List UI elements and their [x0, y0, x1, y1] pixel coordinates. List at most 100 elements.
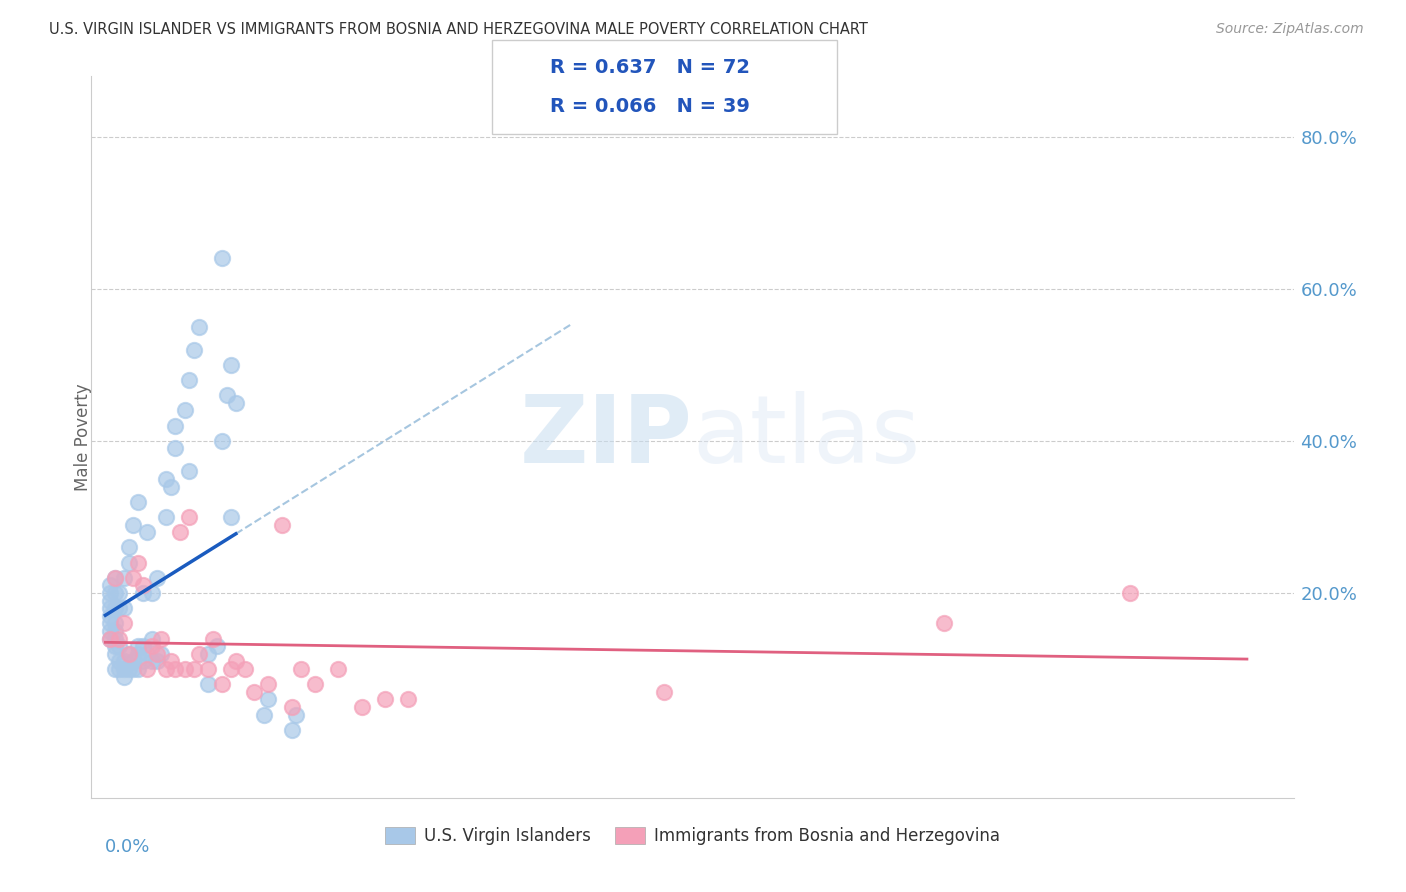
- Point: [169, 525, 191, 540]
- Point: [197, 662, 219, 676]
- Point: [98, 578, 121, 592]
- Point: [127, 639, 149, 653]
- Point: [98, 593, 121, 607]
- Point: [108, 586, 131, 600]
- Point: [104, 571, 127, 585]
- Point: [112, 655, 135, 669]
- Point: [108, 662, 131, 676]
- Point: [150, 647, 173, 661]
- Point: [118, 541, 141, 555]
- Point: [136, 662, 159, 676]
- Point: [183, 343, 205, 357]
- Point: [131, 639, 153, 653]
- Point: [290, 662, 312, 676]
- Point: [159, 479, 181, 493]
- Point: [159, 655, 181, 669]
- Text: atlas: atlas: [692, 391, 921, 483]
- Point: [211, 252, 233, 266]
- Point: [179, 464, 201, 478]
- Point: [118, 556, 141, 570]
- Point: [205, 639, 228, 653]
- Point: [165, 662, 187, 676]
- Point: [350, 700, 373, 714]
- Point: [155, 472, 177, 486]
- Point: [225, 655, 247, 669]
- Point: [281, 700, 304, 714]
- Point: [145, 571, 167, 585]
- Point: [112, 616, 135, 631]
- Text: Source: ZipAtlas.com: Source: ZipAtlas.com: [1216, 22, 1364, 37]
- Point: [104, 571, 127, 585]
- Point: [131, 578, 153, 592]
- Point: [150, 632, 173, 646]
- Point: [112, 662, 135, 676]
- Point: [141, 639, 163, 653]
- Point: [127, 556, 149, 570]
- Point: [141, 632, 163, 646]
- Point: [253, 707, 276, 722]
- Point: [155, 510, 177, 524]
- Point: [201, 632, 224, 646]
- Point: [98, 601, 121, 615]
- Text: R = 0.066   N = 39: R = 0.066 N = 39: [550, 97, 749, 116]
- Point: [155, 662, 177, 676]
- Point: [104, 632, 127, 646]
- Point: [136, 647, 159, 661]
- Point: [104, 647, 127, 661]
- Point: [104, 624, 127, 638]
- Point: [122, 662, 145, 676]
- Point: [304, 677, 326, 691]
- Point: [285, 707, 308, 722]
- Point: [396, 692, 419, 706]
- Point: [145, 647, 167, 661]
- Point: [211, 434, 233, 448]
- Point: [104, 601, 127, 615]
- Point: [179, 510, 201, 524]
- Point: [165, 418, 187, 433]
- Point: [108, 655, 131, 669]
- Point: [197, 677, 219, 691]
- Point: [173, 662, 195, 676]
- Y-axis label: Male Poverty: Male Poverty: [75, 384, 91, 491]
- Point: [104, 662, 127, 676]
- Point: [98, 624, 121, 638]
- Point: [179, 373, 201, 387]
- Text: R = 0.637   N = 72: R = 0.637 N = 72: [550, 58, 749, 77]
- Point: [145, 655, 167, 669]
- Point: [127, 662, 149, 676]
- Point: [108, 601, 131, 615]
- Point: [118, 662, 141, 676]
- Point: [127, 494, 149, 508]
- Point: [165, 442, 187, 456]
- Point: [136, 525, 159, 540]
- Point: [215, 388, 238, 402]
- Point: [225, 396, 247, 410]
- Point: [654, 685, 676, 699]
- Point: [108, 639, 131, 653]
- Point: [197, 647, 219, 661]
- Point: [173, 403, 195, 417]
- Point: [131, 586, 153, 600]
- Text: ZIP: ZIP: [520, 391, 692, 483]
- Point: [219, 510, 242, 524]
- Point: [374, 692, 396, 706]
- Point: [112, 571, 135, 585]
- Point: [122, 517, 145, 532]
- Point: [233, 662, 256, 676]
- Point: [257, 692, 280, 706]
- Point: [98, 586, 121, 600]
- Point: [183, 662, 205, 676]
- Point: [131, 655, 153, 669]
- Legend: U.S. Virgin Islanders, Immigrants from Bosnia and Herzegovina: U.S. Virgin Islanders, Immigrants from B…: [378, 820, 1007, 852]
- Point: [219, 358, 242, 372]
- Point: [243, 685, 266, 699]
- Point: [108, 632, 131, 646]
- Point: [328, 662, 350, 676]
- Point: [141, 655, 163, 669]
- Point: [281, 723, 304, 737]
- Point: [118, 647, 141, 661]
- Point: [98, 632, 121, 646]
- Point: [141, 586, 163, 600]
- Point: [118, 647, 141, 661]
- Point: [104, 586, 127, 600]
